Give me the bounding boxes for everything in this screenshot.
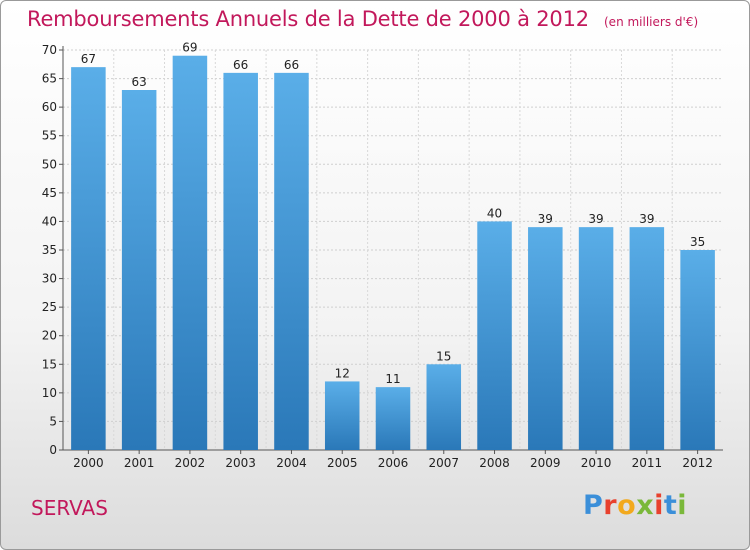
- x-tick-label-2005: 2005: [327, 456, 358, 470]
- y-tick-label: 60: [42, 100, 57, 114]
- x-tick-label-2001: 2001: [124, 456, 155, 470]
- data-label-2010: 39: [588, 212, 603, 226]
- y-tick-label: 70: [42, 43, 57, 57]
- logo-letter: o: [617, 490, 637, 521]
- x-tick-label-2000: 2000: [73, 456, 104, 470]
- bar-2007: [426, 364, 462, 450]
- data-label-2006: 11: [385, 372, 400, 386]
- chart-title: Remboursements Annuels de la Dette de 20…: [27, 7, 589, 31]
- bar-2010: [578, 227, 614, 450]
- data-label-2000: 67: [81, 52, 96, 66]
- x-tick-label-2008: 2008: [479, 456, 510, 470]
- chart-subtitle: (en milliers d'€): [604, 15, 699, 29]
- y-tick-label: 0: [49, 443, 57, 457]
- bar-2003: [223, 72, 258, 450]
- y-tick-label: 40: [42, 214, 57, 228]
- logo-letter: i: [654, 490, 664, 521]
- bar-2006: [375, 387, 411, 450]
- proxiti-logo: Proxiti: [583, 490, 687, 521]
- bar-2002: [172, 55, 208, 450]
- logo-letter: P: [583, 490, 604, 521]
- bars: [71, 55, 715, 451]
- title-row: Remboursements Annuels de la Dette de 20…: [27, 7, 698, 31]
- y-tick-label: 65: [42, 72, 57, 86]
- data-label-2012: 35: [690, 235, 705, 249]
- bar-2008: [477, 221, 512, 450]
- data-label-2009: 39: [538, 212, 553, 226]
- x-tick-label-2009: 2009: [530, 456, 561, 470]
- y-tick-label: 15: [42, 357, 57, 371]
- bar-2012: [680, 250, 715, 450]
- logo-letter: x: [636, 490, 655, 521]
- bar-2011: [629, 227, 665, 450]
- data-label-2008: 40: [487, 206, 502, 220]
- x-tick-label-2012: 2012: [682, 456, 713, 470]
- bar-2009: [528, 227, 563, 450]
- x-tick-label-2002: 2002: [175, 456, 206, 470]
- y-tick-label: 5: [49, 414, 57, 428]
- x-tick-label-2004: 2004: [276, 456, 307, 470]
- y-tick-label: 10: [42, 386, 57, 400]
- labels: 0 5 10 15 20 25 30 35 40 45 50 55 60 65 70 67 2000 63 2001…: [42, 41, 713, 470]
- logo-letter: t: [663, 490, 678, 521]
- y-tick-label: 25: [42, 300, 57, 314]
- bar-2001: [121, 90, 157, 450]
- y-tick-label: 35: [42, 243, 57, 257]
- commune-name: SERVAS: [31, 496, 108, 520]
- y-tick-label: 50: [42, 157, 57, 171]
- data-label-2007: 15: [436, 349, 451, 363]
- data-label-2001: 63: [132, 75, 147, 89]
- data-label-2011: 39: [639, 212, 654, 226]
- bar-2005: [324, 381, 360, 450]
- y-tick-label: 20: [42, 329, 57, 343]
- y-tick-label: 30: [42, 272, 57, 286]
- x-tick-label-2006: 2006: [378, 456, 409, 470]
- y-tick-label: 55: [42, 129, 57, 143]
- data-label-2004: 66: [284, 58, 299, 72]
- logo-letter: i: [677, 490, 688, 521]
- x-tick-label-2011: 2011: [632, 456, 663, 470]
- data-label-2005: 12: [335, 366, 350, 380]
- y-tick-label: 45: [42, 186, 57, 200]
- x-tick-label-2010: 2010: [581, 456, 612, 470]
- data-label-2003: 66: [233, 58, 248, 72]
- data-label-2002: 69: [182, 41, 197, 55]
- bar-2000: [71, 67, 106, 451]
- bar-2004: [274, 72, 309, 450]
- x-tick-label-2007: 2007: [428, 456, 459, 470]
- logo-letter: r: [603, 490, 618, 521]
- x-tick-label-2003: 2003: [225, 456, 256, 470]
